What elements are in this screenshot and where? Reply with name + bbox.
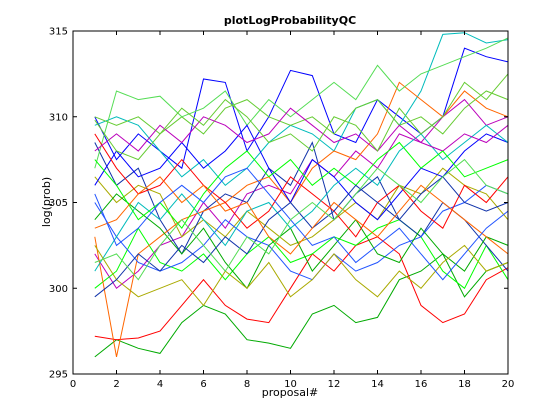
y-axis-label: log(prob): [40, 177, 53, 227]
series-line-21: [94, 176, 509, 255]
x-tick-label: 18: [458, 379, 471, 390]
x-tick-label: 6: [200, 379, 206, 390]
x-tick-label: 16: [415, 379, 428, 390]
y-tick-label: 310: [49, 112, 68, 123]
x-tick-label: 2: [113, 379, 119, 390]
y-tick-label: 315: [49, 27, 68, 38]
y-tick-label: 295: [49, 370, 68, 381]
x-tick-label: 12: [328, 379, 341, 390]
series-line-13: [94, 124, 509, 221]
x-tick-label: 4: [157, 379, 163, 390]
series-line-23: [94, 167, 509, 281]
series-line-16: [94, 124, 509, 272]
x-tick-label: 8: [244, 379, 250, 390]
series-line-24: [94, 158, 509, 281]
series-line-10: [94, 90, 509, 135]
series-line-20: [94, 176, 509, 298]
series-line-15: [94, 133, 509, 238]
x-tick-label: 14: [371, 379, 384, 390]
series-line-22: [94, 73, 509, 161]
series-line-11: [94, 184, 509, 281]
series-line-18: [94, 244, 509, 307]
x-tick-label: 10: [284, 379, 297, 390]
series-line-19: [94, 141, 509, 230]
series-line-12: [94, 37, 509, 169]
x-tick-label: 0: [70, 379, 76, 390]
chart-title: plotLogProbabilityQC: [224, 14, 356, 27]
series-line-4: [94, 32, 509, 186]
x-tick-label: 20: [502, 379, 515, 390]
series-line-7: [94, 219, 509, 290]
series-line-8: [94, 141, 509, 272]
series-line-14: [94, 193, 509, 290]
ticks-layer: 0 2 4 6 8 10 12 14 16 18 20 295 300 305 310 315: [49, 27, 514, 391]
y-tick-label: 305: [49, 198, 68, 209]
series-line-17: [94, 107, 509, 152]
x-axis-label: proposal#: [262, 386, 318, 399]
y-tick-label: 300: [49, 284, 68, 295]
series-line-2: [94, 253, 509, 358]
series-layer: [94, 32, 509, 358]
series-line-5: [94, 98, 509, 290]
series-line-3: [94, 236, 509, 341]
